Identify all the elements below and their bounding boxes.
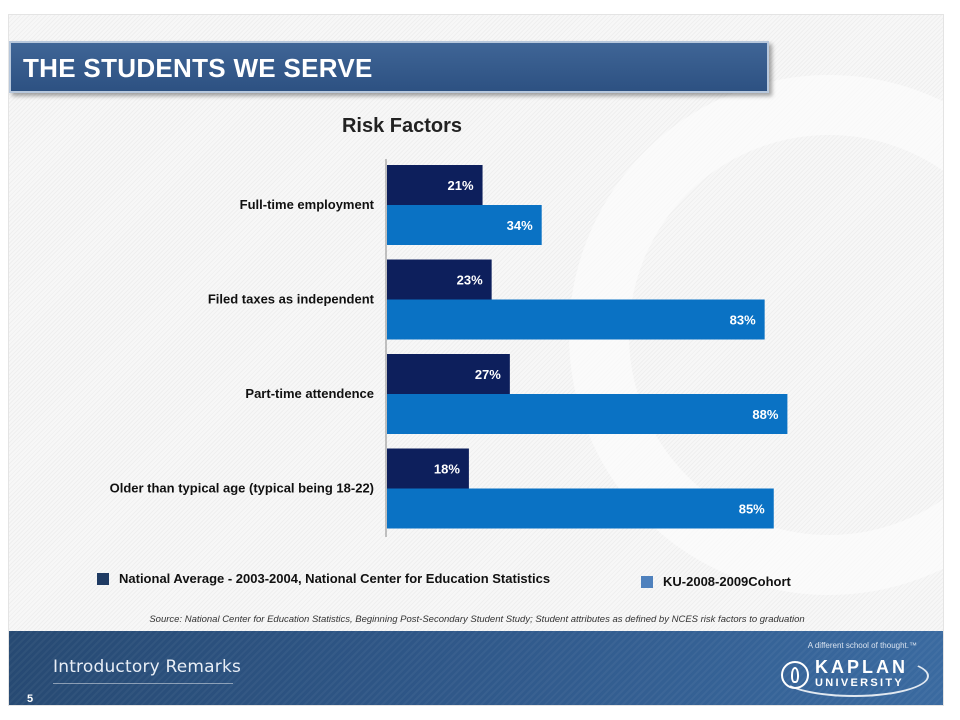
category-label: Filed taxes as independent	[208, 292, 375, 307]
slide: THE STUDENTS WE SERVE Risk Factors Full-…	[8, 14, 944, 706]
data-label: 85%	[739, 502, 765, 517]
legend-label-national: National Average - 2003-2004, National C…	[119, 571, 551, 586]
data-label: 88%	[752, 407, 778, 422]
page-number: 5	[27, 693, 34, 705]
logo-swoosh-icon	[779, 655, 929, 697]
legend-swatch-national	[97, 572, 109, 585]
category-label: Part-time attendence	[245, 386, 374, 401]
data-label: 27%	[475, 367, 501, 382]
footer-section-title: Introductory Remarks	[53, 657, 242, 677]
bar-national	[387, 165, 483, 205]
bar-national	[387, 448, 469, 489]
bar-national	[387, 259, 492, 300]
title-bar: THE STUDENTS WE SERVE	[9, 41, 769, 93]
source-note: Source: National Center for Education St…	[149, 614, 805, 625]
bar-national	[387, 354, 510, 394]
category-label: Older than typical age (typical being 18…	[110, 481, 374, 496]
slide-title: THE STUDENTS WE SERVE	[23, 53, 373, 83]
footer: Introductory Remarks 5 A different schoo…	[9, 631, 943, 705]
bar-ku	[387, 205, 542, 245]
brand-tagline: A different school of thought.™	[807, 641, 917, 650]
data-label: 34%	[507, 218, 533, 233]
chart-title: Risk Factors	[341, 115, 463, 137]
data-label: 18%	[434, 462, 460, 477]
legend-item-national: National Average - 2003-2004, National C…	[97, 571, 550, 586]
risk-factors-chart: Full-time employment 21% 34% Filed taxes as…	[110, 159, 788, 537]
brand-sub: UNIVERSITY	[815, 677, 905, 689]
bar-ku	[387, 488, 774, 529]
legend-label-ku: KU-2008-2009Cohort	[663, 574, 791, 589]
data-label: 21%	[448, 178, 474, 193]
brand-name: KAPLAN	[815, 657, 908, 677]
data-label: 23%	[457, 273, 483, 288]
bar-ku	[387, 394, 788, 434]
kaplan-logo: KAPLAN UNIVERSITY	[779, 653, 929, 699]
bar-ku	[387, 299, 765, 340]
logo-flame-icon	[781, 661, 809, 689]
data-label: 83%	[730, 313, 756, 328]
category-label: Full-time employment	[240, 197, 375, 212]
legend-swatch-ku	[641, 575, 653, 588]
legend-item-ku: KU-2008-2009Cohort	[641, 574, 791, 589]
